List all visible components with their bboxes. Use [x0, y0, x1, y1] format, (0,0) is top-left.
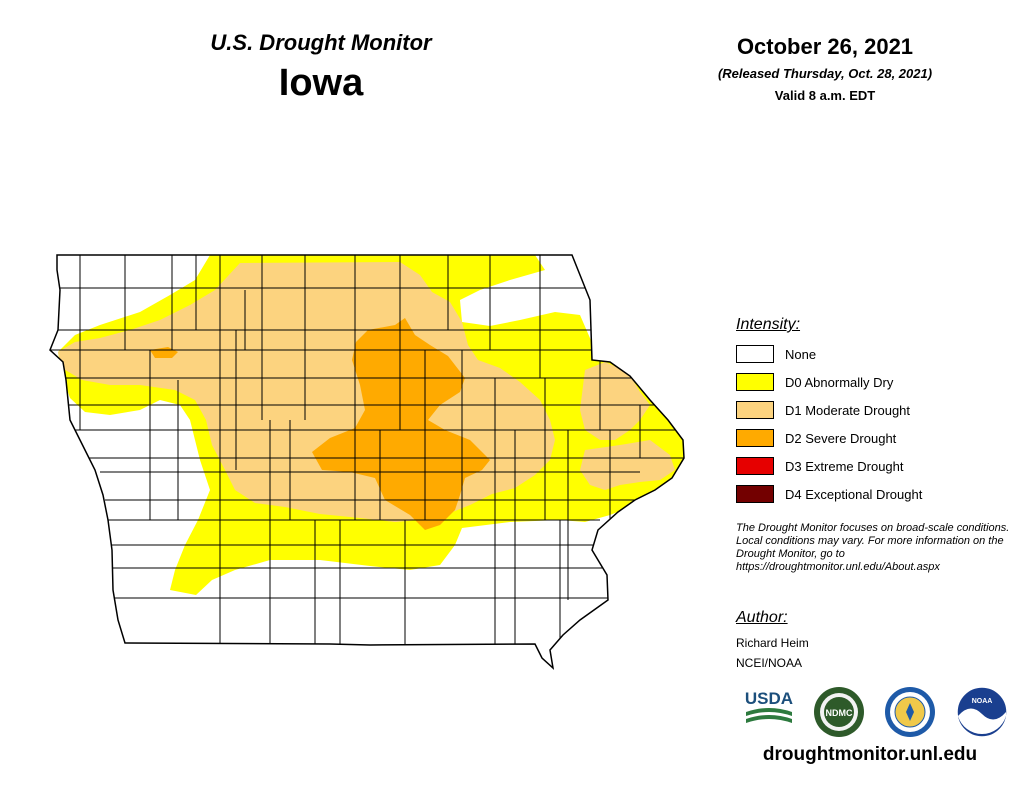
- legend-item-d4: D4 Exceptional Drought: [736, 483, 922, 505]
- legend-swatch: [736, 401, 774, 419]
- svg-text:NDMC: NDMC: [826, 708, 853, 718]
- legend-swatch: [736, 373, 774, 391]
- author-name: Richard Heim: [736, 636, 809, 650]
- valid-time: Valid 8 a.m. EDT: [774, 88, 876, 103]
- legend-title: Intensity:: [736, 316, 801, 333]
- legend-swatch: [736, 345, 774, 363]
- ndmc-logo: NDMC: [814, 687, 864, 737]
- product-title: U.S. Drought Monitor: [210, 30, 432, 55]
- release-date: (Released Thursday, Oct. 28, 2021): [717, 66, 933, 81]
- legend-swatch: [736, 429, 774, 447]
- usda-logo: USDA: [745, 689, 793, 723]
- noaa-logo: NOAA: [956, 686, 1008, 738]
- svg-text:USDA: USDA: [745, 689, 793, 708]
- website-url[interactable]: droughtmonitor.unl.edu: [762, 744, 978, 765]
- disclaimer-note: The Drought Monitor focuses on broad-sca…: [736, 522, 1010, 573]
- map-date: October 26, 2021: [736, 34, 914, 59]
- commerce-seal-logo: [885, 687, 935, 737]
- legend-label: D3 Extreme Drought: [785, 458, 904, 474]
- legend-swatch: [736, 457, 774, 475]
- author-org: NCEI/NOAA: [736, 656, 803, 670]
- legend-label: D4 Exceptional Drought: [785, 486, 923, 502]
- legend-item-d3: D3 Extreme Drought: [736, 455, 904, 477]
- legend-swatch: [736, 485, 774, 503]
- svg-text:NOAA: NOAA: [972, 698, 993, 705]
- legend-item-d2: D2 Severe Drought: [736, 427, 896, 449]
- legend-label: D2 Severe Drought: [785, 430, 897, 446]
- state-title: Iowa: [278, 62, 364, 104]
- legend-label: D0 Abnormally Dry: [785, 374, 894, 390]
- county-boundaries: [50, 255, 684, 645]
- legend-item-d0: D0 Abnormally Dry: [736, 371, 893, 393]
- legend-label: None: [785, 346, 817, 362]
- author-title: Author:: [736, 609, 788, 626]
- legend-label: D1 Moderate Drought: [785, 402, 911, 418]
- legend-item-none: None: [736, 343, 816, 365]
- legend-item-d1: D1 Moderate Drought: [736, 399, 910, 421]
